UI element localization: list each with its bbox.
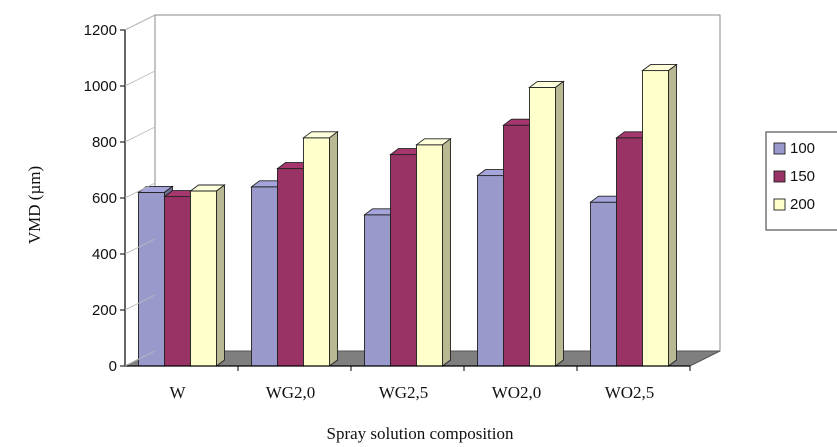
bar	[302, 130, 339, 367]
bar-side	[442, 137, 451, 367]
x-category-labels: W WG2,0 WG2,5 WO2,0 WO2,5	[169, 383, 654, 402]
y-tick-depth-line	[124, 238, 156, 255]
bar-front	[303, 137, 330, 367]
y-tick-depth-line	[124, 14, 156, 31]
bar-front	[251, 186, 278, 367]
x-category-label: WG2,5	[379, 383, 429, 402]
y-tick-depth-line	[124, 182, 156, 199]
y-tick-label: 200	[92, 302, 117, 319]
legend-swatch	[773, 170, 786, 183]
x-category-label: WO2,0	[492, 383, 542, 402]
bar-front	[616, 137, 643, 367]
bar	[415, 137, 452, 367]
axes-group	[120, 14, 691, 371]
bar-front	[138, 191, 165, 367]
bar-front	[277, 168, 304, 367]
y-tick-depth-line	[124, 350, 156, 367]
legend-swatch	[773, 198, 786, 211]
legend-label: 100	[790, 140, 815, 157]
y-tick-label: 0	[109, 358, 117, 375]
y-tick-label: 1000	[84, 78, 117, 95]
y-tick-label: 600	[92, 190, 117, 207]
y-axis-title: VMD (µm)	[25, 166, 44, 244]
bar-side	[216, 184, 225, 367]
bar-side	[555, 80, 564, 367]
bar-front	[642, 70, 669, 367]
x-category-label: W	[169, 383, 186, 402]
bar	[189, 184, 226, 367]
y-tick-labels: 0 200 400 600 800 1000 1200	[84, 22, 117, 375]
bar-front	[503, 124, 530, 367]
legend-swatch	[773, 142, 786, 155]
y-tick-depth-line	[124, 70, 156, 87]
x-axis-title: Spray solution composition	[327, 424, 515, 443]
legend: 100 150 200	[765, 131, 837, 231]
bar-side	[668, 63, 677, 367]
bar-front	[164, 196, 191, 367]
x-category-label: WG2,0	[266, 383, 316, 402]
legend-label: 150	[790, 168, 815, 185]
bar-front	[529, 86, 556, 367]
x-category-label: WO2,5	[605, 383, 655, 402]
bar-front	[390, 154, 417, 367]
bar-front	[364, 214, 391, 367]
bar	[528, 80, 565, 367]
bar	[641, 63, 678, 367]
y-tick-label: 400	[92, 246, 117, 263]
y-tick-label: 1200	[84, 22, 117, 39]
bar-side	[329, 130, 338, 367]
bar-front	[190, 190, 217, 367]
y-tick-depth-line	[124, 294, 156, 311]
y-tick-depth-line	[124, 126, 156, 143]
bar-front	[590, 201, 617, 367]
bar-front	[477, 175, 504, 367]
y-tick-label: 800	[92, 134, 117, 151]
legend-label: 200	[790, 196, 815, 213]
bar-front	[416, 144, 443, 367]
